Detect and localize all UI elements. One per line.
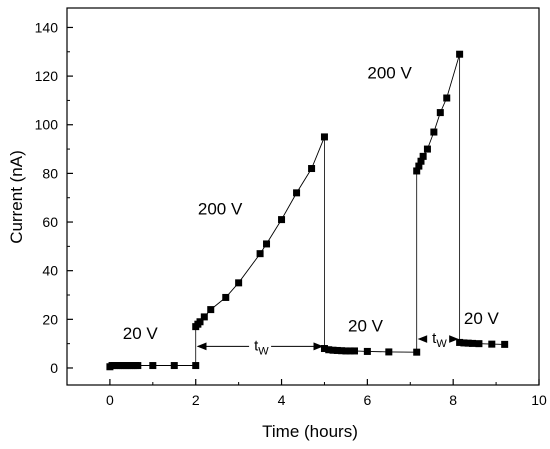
- data-point: [468, 339, 476, 347]
- data-point: [385, 348, 393, 356]
- data-point: [415, 162, 423, 170]
- y-tick-label: 120: [35, 68, 59, 84]
- data-point: [200, 313, 208, 321]
- data-point: [443, 94, 451, 102]
- data-point: [436, 109, 444, 117]
- axes: [66, 7, 540, 386]
- y-tick-label: 80: [42, 165, 58, 181]
- interval-label-bg: [427, 327, 450, 348]
- data-point: [456, 338, 464, 346]
- x-tick-label: 6: [363, 392, 371, 408]
- data-point: [235, 279, 243, 287]
- data-point: [460, 339, 468, 347]
- data-point: [293, 189, 301, 197]
- voltage-annotation: 20 V: [123, 324, 159, 343]
- voltage-annotation: 20 V: [348, 316, 384, 335]
- x-tick-label: 2: [192, 392, 200, 408]
- data-point: [320, 133, 328, 141]
- x-axis-title: Time (hours): [262, 422, 358, 441]
- data-point: [413, 348, 421, 356]
- x-tick-label: 10: [531, 392, 547, 408]
- data-point: [417, 157, 425, 165]
- y-tick-label: 0: [50, 360, 58, 376]
- annotations: 20 V 200 V 20 V 200 V 20 V tW tW: [123, 64, 500, 358]
- y-tick-label: 20: [42, 311, 58, 327]
- data-point: [430, 128, 438, 136]
- data-point: [464, 339, 472, 347]
- data-point: [207, 306, 215, 314]
- data-point: [333, 346, 341, 354]
- y-tick-label: 60: [42, 214, 58, 230]
- data-point: [134, 362, 142, 370]
- data-point: [363, 347, 371, 355]
- data-point: [263, 240, 271, 248]
- drop-lines: [195, 54, 461, 366]
- y-tick-label: 140: [35, 19, 59, 35]
- data-point: [346, 347, 354, 355]
- voltage-annotation: 200 V: [198, 200, 243, 219]
- x-tick-label: 0: [106, 392, 114, 408]
- series-markers: [106, 50, 509, 371]
- y-tick-label: 40: [42, 263, 58, 279]
- data-point: [456, 50, 464, 58]
- data-point: [149, 362, 157, 370]
- plot-frame: [66, 7, 540, 386]
- data-point: [501, 340, 509, 348]
- data-point: [338, 347, 346, 355]
- data-point: [488, 340, 496, 348]
- data-point: [350, 347, 358, 355]
- data-point: [170, 362, 178, 370]
- data-point: [256, 250, 264, 258]
- voltage-annotation: 20 V: [464, 309, 500, 328]
- y-axis-title: Current (nA): [7, 150, 26, 244]
- y-tick-label: 100: [35, 117, 59, 133]
- interval-label: tW: [432, 330, 447, 350]
- x-tick-label: 4: [278, 392, 286, 408]
- data-point: [278, 216, 286, 224]
- data-point: [222, 293, 230, 301]
- data-point: [196, 318, 204, 326]
- data-point: [475, 340, 483, 348]
- data-point: [329, 346, 337, 354]
- interval-label-bg: [249, 334, 272, 355]
- interval-label: tW: [254, 337, 269, 357]
- data-point: [192, 362, 200, 370]
- data-point: [423, 145, 431, 153]
- data-point: [413, 167, 421, 175]
- x-tick-label: 8: [449, 392, 457, 408]
- data-point: [308, 165, 316, 173]
- data-point: [419, 152, 427, 160]
- data-point: [325, 346, 333, 354]
- data-point: [342, 347, 350, 355]
- voltage-annotation: 200 V: [367, 64, 412, 83]
- data-point: [320, 345, 328, 353]
